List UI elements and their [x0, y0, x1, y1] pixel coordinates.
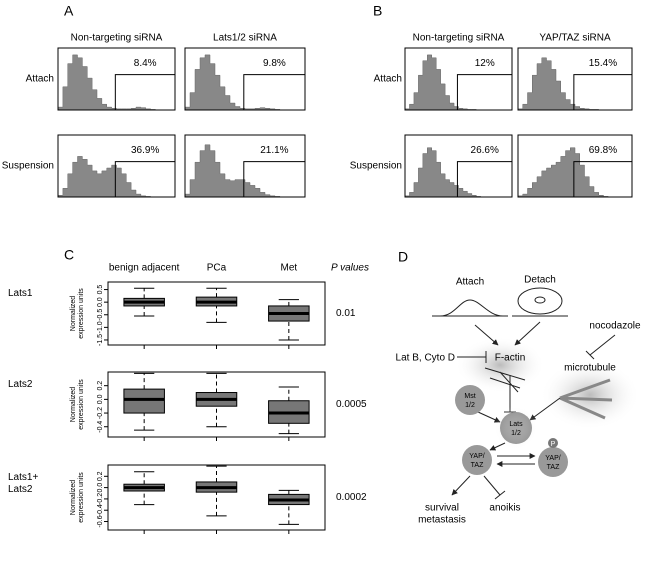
plot-frame	[107, 464, 326, 531]
column-title: YAP/TAZ siRNA	[539, 33, 611, 44]
node-label: 1/2	[511, 430, 521, 437]
gate-percent: 8.4%	[134, 58, 157, 69]
node-label: survival	[425, 503, 459, 514]
row-label: Lats2	[8, 379, 33, 390]
gate	[243, 161, 305, 197]
plot-frame	[404, 47, 513, 111]
y-tick-label: -0.5	[97, 309, 104, 321]
histogram	[404, 54, 512, 111]
y-axis-label: Normalized	[70, 387, 77, 423]
y-axis-label: expression units	[78, 379, 85, 430]
node-label: TAZ	[471, 462, 484, 469]
gate-percent: 9.8%	[263, 58, 286, 69]
panel-label: D	[398, 249, 408, 265]
row-label: Attach	[374, 74, 402, 85]
gate-percent: 26.6%	[471, 145, 499, 156]
y-axis-label: expression units	[78, 288, 85, 339]
y-tick-label: -1.0	[97, 321, 104, 333]
y-tick-label: 0.0	[97, 297, 104, 307]
node-label: Mst	[464, 393, 475, 400]
y-tick-label: -0.6	[97, 515, 104, 527]
node-label: P	[551, 441, 556, 448]
node-label: YAP/	[545, 455, 560, 462]
node-label: microtubule	[564, 363, 616, 374]
gate	[573, 74, 632, 110]
column-title: Non-targeting siRNA	[71, 33, 163, 44]
panel-label: A	[64, 3, 74, 19]
histogram	[517, 147, 632, 198]
diagram-shapes	[432, 287, 640, 500]
y-axis-label: Normalized	[70, 480, 77, 516]
y-axis-label: Normalized	[70, 296, 77, 332]
row-label: Lats2	[8, 484, 33, 495]
node-label: metastasis	[418, 515, 466, 526]
p-value: 0.0002	[336, 492, 367, 503]
plot-frame	[404, 134, 513, 198]
y-tick-label: -0.4	[97, 504, 104, 516]
p-header: P values	[331, 263, 369, 274]
gate-percent: 69.8%	[589, 145, 617, 156]
plot-frame	[107, 281, 326, 346]
row-label: Lats1	[8, 288, 33, 299]
node-label: F-actin	[495, 353, 526, 364]
gate-percent: 21.1%	[260, 145, 288, 156]
p-value: 0.0005	[336, 399, 367, 410]
node-label: TAZ	[547, 464, 560, 471]
p-value: 0.01	[336, 308, 356, 319]
node-label: YAP/	[469, 453, 484, 460]
plot-frame	[57, 134, 176, 198]
y-tick-label: -1.5	[97, 334, 104, 346]
y-tick-label: 0.2	[97, 381, 104, 391]
y-axis-label: expression units	[78, 472, 85, 523]
group-label: PCa	[207, 263, 227, 274]
gate	[456, 161, 512, 197]
y-tick-label: 0.2	[97, 471, 104, 481]
node-label: Lats	[509, 421, 523, 428]
gate	[573, 161, 632, 197]
row-label: Lats1+	[8, 472, 38, 483]
plot-frame	[57, 47, 176, 111]
node-label: anoikis	[489, 503, 520, 514]
gate	[456, 74, 512, 110]
y-tick-label: -0.2	[97, 493, 104, 505]
histogram	[57, 54, 175, 111]
panel-label: B	[373, 3, 382, 19]
gate-percent: 36.9%	[131, 145, 159, 156]
plot-frame	[517, 47, 633, 111]
column-title: Non-targeting siRNA	[413, 33, 505, 44]
histogram	[184, 144, 305, 198]
row-label: Suspension	[350, 161, 402, 172]
y-tick-label: 0.5	[97, 285, 104, 295]
y-tick-label: 0.0	[97, 394, 104, 404]
node-label: 1/2	[465, 402, 475, 409]
panel-label: C	[64, 247, 74, 263]
node-label: nocodazole	[589, 321, 641, 332]
plot-frame	[107, 371, 326, 438]
row-label: Attach	[26, 74, 54, 85]
histogram	[57, 156, 175, 198]
gate	[243, 74, 305, 110]
gate	[114, 161, 175, 197]
y-tick-label: 0.0	[97, 483, 104, 493]
box	[123, 388, 165, 414]
plot-frame	[184, 47, 306, 111]
y-tick-label: -0.2	[97, 407, 104, 419]
histogram	[184, 54, 305, 111]
gate-percent: 12%	[475, 58, 495, 69]
group-label: benign adjacent	[109, 263, 180, 274]
node-label: Lat B, Cyto D	[396, 353, 455, 364]
diagram-text: D Attach Detach nocodazole Lat B, Cyto D…	[396, 249, 641, 526]
node-label: Detach	[524, 275, 556, 286]
column-title: Lats1/2 siRNA	[213, 33, 277, 44]
gate-percent: 15.4%	[589, 58, 617, 69]
row-label: Suspension	[2, 161, 54, 172]
plot-frame	[184, 134, 306, 198]
node-label: Attach	[456, 277, 484, 288]
group-label: Met	[280, 263, 297, 274]
gate	[114, 74, 175, 110]
plot-frame	[517, 134, 633, 198]
y-tick-label: -0.4	[97, 421, 104, 433]
